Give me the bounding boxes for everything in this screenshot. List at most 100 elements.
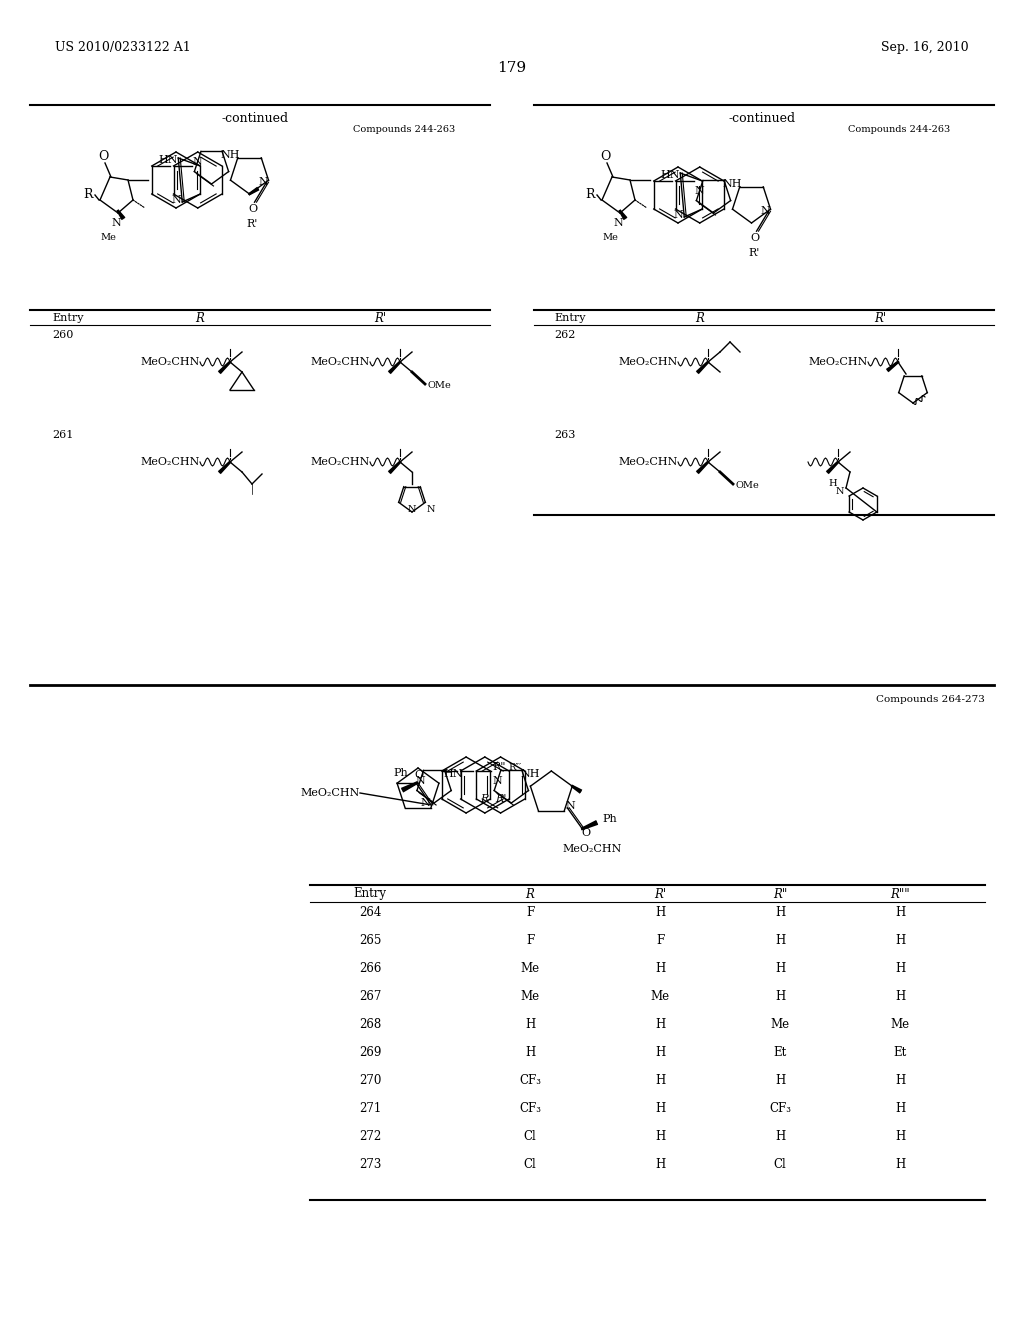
Text: Entry: Entry [554, 313, 586, 323]
Text: Compounds 264-273: Compounds 264-273 [877, 696, 985, 705]
Text: F: F [656, 933, 665, 946]
Text: O: O [415, 770, 424, 780]
Text: N: N [694, 186, 705, 195]
Text: H: H [655, 961, 666, 974]
Text: MeO₂CHN: MeO₂CHN [808, 356, 867, 367]
Text: Me: Me [650, 990, 670, 1002]
Text: 267: 267 [358, 990, 381, 1002]
Text: Me: Me [520, 990, 540, 1002]
Text: Me: Me [891, 1018, 909, 1031]
Text: 268: 268 [358, 1018, 381, 1031]
Text: 270: 270 [358, 1073, 381, 1086]
Text: Ph: Ph [602, 814, 617, 824]
Text: N: N [427, 506, 435, 515]
Text: H: H [895, 1073, 905, 1086]
Text: OMe: OMe [427, 381, 451, 391]
Text: MeO₂CHN: MeO₂CHN [562, 843, 622, 854]
Text: R: R [83, 189, 93, 202]
Text: 263: 263 [554, 430, 575, 440]
Text: R': R' [374, 312, 386, 325]
Text: R": R" [773, 887, 787, 900]
Text: Compounds 244-263: Compounds 244-263 [352, 125, 455, 135]
Text: O: O [98, 150, 109, 164]
Text: R: R [695, 312, 705, 325]
Text: R: R [480, 795, 489, 804]
Text: NH: NH [220, 150, 240, 161]
Text: N: N [408, 506, 417, 515]
Text: MeO₂CHN: MeO₂CHN [140, 356, 200, 367]
Text: Me: Me [602, 232, 617, 242]
Text: 260: 260 [52, 330, 74, 341]
Text: H: H [525, 1045, 536, 1059]
Text: R"": R"" [890, 887, 909, 900]
Text: R: R [196, 312, 205, 325]
Text: O: O [600, 150, 610, 164]
Text: H: H [655, 1101, 666, 1114]
Text: H: H [775, 933, 785, 946]
Text: 264: 264 [358, 906, 381, 919]
Text: 261: 261 [52, 430, 74, 440]
Text: 266: 266 [358, 961, 381, 974]
Text: MeO₂CHN: MeO₂CHN [310, 356, 370, 367]
Text: Cl: Cl [773, 1158, 786, 1171]
Text: H: H [655, 1130, 666, 1143]
Text: CF₃: CF₃ [519, 1101, 541, 1114]
Text: HN: HN [159, 154, 178, 165]
Text: O: O [582, 828, 591, 838]
Text: R': R' [873, 312, 886, 325]
Text: O: O [750, 234, 759, 243]
Text: R': R' [495, 795, 506, 804]
Text: MeO₂CHN: MeO₂CHN [618, 457, 677, 467]
Text: -continued: -continued [221, 111, 289, 124]
Text: Entry: Entry [52, 313, 84, 323]
Text: R": R" [493, 762, 506, 772]
Text: 179: 179 [498, 61, 526, 75]
Text: N: N [613, 218, 623, 228]
Text: H: H [775, 990, 785, 1002]
Text: Compounds 244-263: Compounds 244-263 [848, 125, 950, 135]
Text: N: N [674, 210, 683, 220]
Text: N: N [415, 776, 425, 785]
Text: H: H [655, 1158, 666, 1171]
Text: 265: 265 [358, 933, 381, 946]
Text: N: N [171, 195, 181, 205]
Text: H: H [655, 1045, 666, 1059]
Text: Et: Et [893, 1045, 906, 1059]
Text: MeO₂CHN: MeO₂CHN [140, 457, 200, 467]
Text: Me: Me [100, 232, 116, 242]
Text: R': R' [654, 887, 666, 900]
Text: H: H [895, 1130, 905, 1143]
Text: MeO₂CHN: MeO₂CHN [618, 356, 677, 367]
Text: H: H [895, 933, 905, 946]
Text: H: H [775, 906, 785, 919]
Text: H: H [775, 1130, 785, 1143]
Text: 273: 273 [358, 1158, 381, 1171]
Text: 269: 269 [358, 1045, 381, 1059]
Text: R': R' [749, 248, 760, 259]
Text: Cl: Cl [523, 1158, 537, 1171]
Text: N: N [193, 157, 203, 166]
Text: Entry: Entry [353, 887, 386, 900]
Text: US 2010/0233122 A1: US 2010/0233122 A1 [55, 41, 190, 54]
Text: H: H [895, 990, 905, 1002]
Text: H: H [895, 961, 905, 974]
Text: R: R [525, 887, 535, 900]
Text: H: H [775, 961, 785, 974]
Text: O: O [248, 205, 257, 214]
Text: CF₃: CF₃ [519, 1073, 541, 1086]
Text: Sep. 16, 2010: Sep. 16, 2010 [882, 41, 969, 54]
Text: H: H [655, 906, 666, 919]
Text: MeO₂CHN: MeO₂CHN [300, 788, 359, 799]
Text: NH: NH [520, 770, 540, 779]
Text: 272: 272 [358, 1130, 381, 1143]
Text: H: H [775, 1073, 785, 1086]
Text: H: H [828, 479, 838, 488]
Text: OMe: OMe [735, 482, 759, 491]
Text: N: N [836, 487, 844, 496]
Text: Cl: Cl [523, 1130, 537, 1143]
Text: Me: Me [520, 961, 540, 974]
Text: N: N [761, 206, 770, 216]
Text: N: N [565, 801, 575, 810]
Text: R: R [586, 189, 595, 202]
Text: -continued: -continued [728, 111, 796, 124]
